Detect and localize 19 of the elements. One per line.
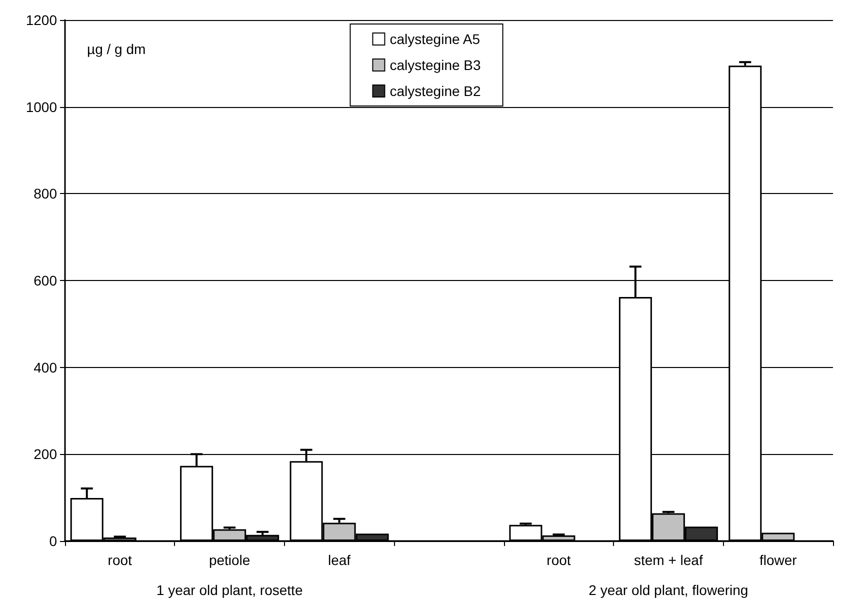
x-tick-label: flower <box>759 552 798 568</box>
x-tick-label: stem + leaf <box>634 552 703 568</box>
y-tick-label: 200 <box>34 446 58 462</box>
x-tick-label: petiole <box>208 552 250 568</box>
y-tick-label: 1000 <box>26 98 58 115</box>
x-tick-label: root <box>108 552 132 568</box>
legend-label: calystegine B3 <box>390 57 481 73</box>
text: 2 year old plant, flowering <box>588 582 748 598</box>
y-tick-label: 800 <box>34 186 58 202</box>
annotation: µg / g dm <box>87 41 146 57</box>
x-tick-label: leaf <box>328 552 351 568</box>
legend-label: calystegine B2 <box>390 83 481 99</box>
text: 1 year old plant, rosette <box>156 582 303 598</box>
y-tick-label: 400 <box>34 359 58 376</box>
y-tick-label: 1200 <box>26 12 58 28</box>
y-tick-label: 600 <box>34 272 58 288</box>
y-tick-label: 0 <box>49 533 58 549</box>
legend-label: calystegine A5 <box>390 31 480 47</box>
x-tick-label: root <box>546 552 571 568</box>
